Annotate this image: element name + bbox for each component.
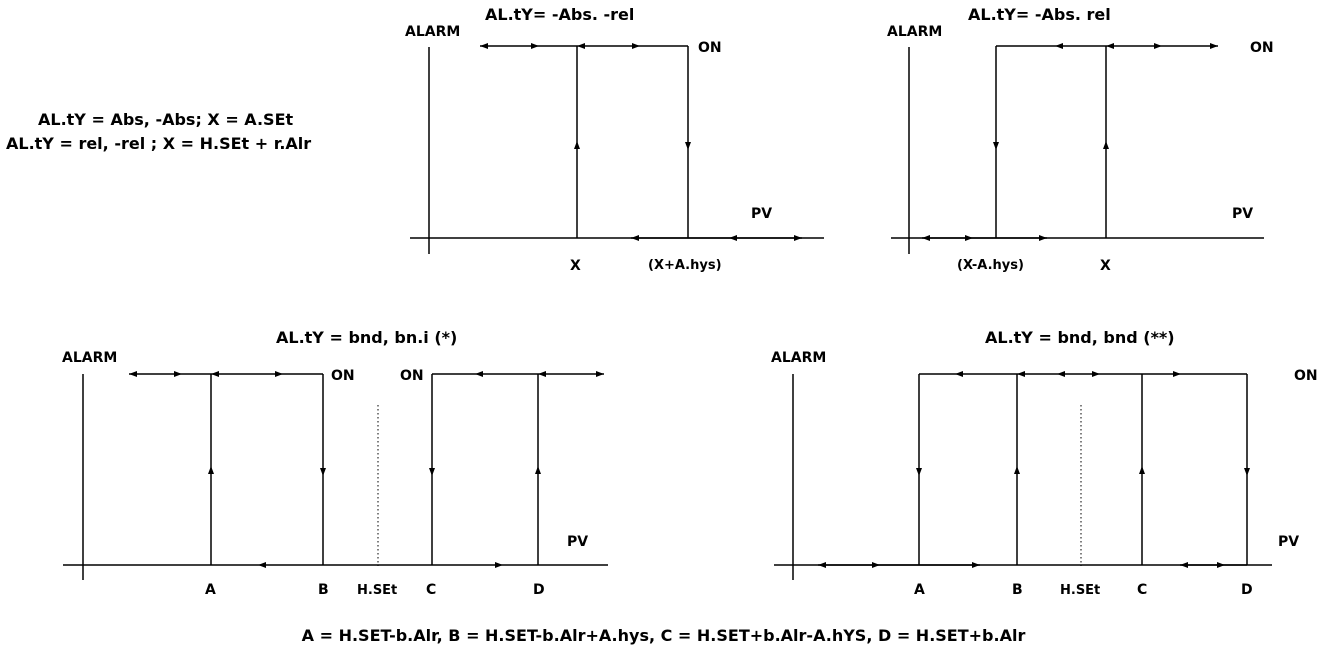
d1-title: AL.tY= -Abs. -rel xyxy=(485,5,635,24)
d3-arrow xyxy=(320,468,326,476)
d1-arrow xyxy=(531,43,539,49)
d4-on-label: ON xyxy=(1294,368,1318,384)
d4-arrow xyxy=(1014,466,1020,474)
d3-c-label: C xyxy=(426,582,437,598)
d3-arrow xyxy=(275,371,283,377)
d2-arrow xyxy=(1039,235,1047,241)
d1-arrow xyxy=(729,235,737,241)
d1-alarm-label: ALARM xyxy=(405,24,461,40)
d4-arrow xyxy=(1217,562,1225,568)
d3-hset-label: H.SEt xyxy=(357,583,398,598)
d4-arrow xyxy=(1057,371,1065,377)
d3-arrow xyxy=(475,371,483,377)
d3-on-label-right: ON xyxy=(400,368,424,384)
diagram-2-graphics xyxy=(891,43,1264,254)
d4-arrow xyxy=(1180,562,1188,568)
legend-line-1: AL.tY = Abs, -Abs; X = A.SEt xyxy=(38,110,294,129)
d4-hset-label: H.SEt xyxy=(1060,583,1101,598)
d3-arrow xyxy=(495,562,503,568)
d2-arrow xyxy=(965,235,973,241)
d4-arrow xyxy=(1139,466,1145,474)
d1-arrow xyxy=(574,141,580,149)
d1-x-label: X xyxy=(570,258,581,274)
d2-arrow xyxy=(922,235,930,241)
d1-arrow xyxy=(631,235,639,241)
d4-arrow xyxy=(972,562,980,568)
d4-arrow xyxy=(818,562,826,568)
d3-arrow xyxy=(211,371,219,377)
d3-arrow xyxy=(535,466,541,474)
d4-c-label: C xyxy=(1137,582,1148,598)
d4-arrow xyxy=(872,562,880,568)
d3-arrow xyxy=(208,466,214,474)
diagram-3-graphics xyxy=(63,371,608,580)
d2-arrow xyxy=(1103,141,1109,149)
d2-x-minus-hys-label: (X-A.hys) xyxy=(957,258,1024,273)
d3-arrow xyxy=(174,371,182,377)
d1-pv-label: PV xyxy=(751,206,773,222)
d4-title: AL.tY = bnd, bnd (**) xyxy=(985,328,1175,347)
d4-arrow xyxy=(1017,371,1025,377)
d1-arrow xyxy=(632,43,640,49)
d1-x-plus-hys-label: (X+A.hys) xyxy=(648,258,722,273)
diagram-1-graphics xyxy=(410,43,824,254)
d1-arrow xyxy=(577,43,585,49)
d2-alarm-label: ALARM xyxy=(887,24,943,40)
d4-arrow xyxy=(955,371,963,377)
d4-alarm-label: ALARM xyxy=(771,350,827,366)
d3-b-label: B xyxy=(318,582,329,598)
d2-title: AL.tY= -Abs. rel xyxy=(968,5,1111,24)
d4-arrow xyxy=(916,468,922,476)
d3-arrow xyxy=(429,468,435,476)
d3-a-label: A xyxy=(205,582,216,598)
d2-arrow xyxy=(1106,43,1114,49)
d1-arrow xyxy=(685,142,691,150)
d4-arrow xyxy=(1173,371,1181,377)
d2-x-label: X xyxy=(1100,258,1111,274)
d2-pv-label: PV xyxy=(1232,206,1254,222)
d4-b-label: B xyxy=(1012,582,1023,598)
d4-pv-label: PV xyxy=(1278,534,1300,550)
d1-on-label: ON xyxy=(698,40,722,56)
d3-on-label-left: ON xyxy=(331,368,355,384)
d3-pv-label: PV xyxy=(567,534,589,550)
d4-d-label: D xyxy=(1241,582,1253,598)
d4-arrow xyxy=(1092,371,1100,377)
legend-line-2: AL.tY = rel, -rel ; X = H.SEt + r.Alr xyxy=(6,134,312,153)
d3-arrow xyxy=(129,371,137,377)
d2-on-label: ON xyxy=(1250,40,1274,56)
d3-alarm-label: ALARM xyxy=(62,350,118,366)
d4-a-label: A xyxy=(914,582,925,598)
d3-title: AL.tY = bnd, bn.i (*) xyxy=(276,328,458,347)
d1-arrow xyxy=(794,235,802,241)
d2-arrow xyxy=(1154,43,1162,49)
formula-caption: A = H.SET-b.Alr, B = H.SET-b.Alr+A.hys, … xyxy=(301,626,1026,645)
diagram-4-graphics xyxy=(774,371,1272,580)
d3-d-label: D xyxy=(533,582,545,598)
d4-arrow xyxy=(1244,468,1250,476)
d3-arrow xyxy=(596,371,604,377)
d2-arrow xyxy=(993,142,999,150)
d2-arrow xyxy=(1055,43,1063,49)
d3-arrow xyxy=(258,562,266,568)
d1-arrow xyxy=(480,43,488,49)
d3-arrow xyxy=(538,371,546,377)
d2-arrow xyxy=(1210,43,1218,49)
